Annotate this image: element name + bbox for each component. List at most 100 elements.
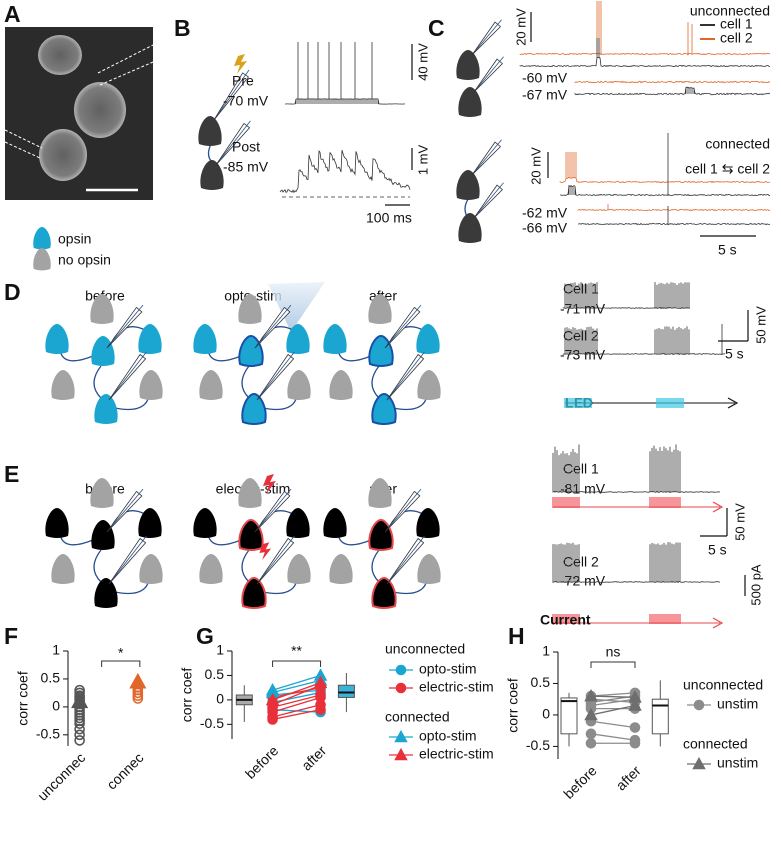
neuron	[238, 334, 264, 367]
neuron	[329, 554, 353, 584]
marker-circle	[629, 722, 641, 733]
scale-label: 20 mV	[528, 147, 543, 185]
electrode-wire	[388, 488, 422, 528]
marker-circle	[629, 737, 641, 749]
marker-circle	[585, 737, 597, 749]
neuron	[94, 394, 118, 424]
electrode-wire	[388, 304, 422, 344]
group-title: unconnected	[690, 3, 770, 19]
x-tick-label: connec	[103, 749, 146, 792]
significance-bracket	[272, 660, 322, 667]
pair-line	[272, 674, 321, 691]
trace-post	[279, 149, 411, 194]
y-tick-label: 0	[216, 691, 224, 707]
neuron	[287, 554, 311, 584]
neuron	[241, 576, 267, 609]
trace-cell2	[574, 80, 771, 84]
cell-body	[74, 82, 126, 138]
pipette-outline	[4, 129, 43, 149]
stim-bolt	[263, 474, 276, 494]
y-axis-label: corr coef	[505, 678, 521, 733]
significance-label: *	[118, 645, 124, 661]
neuron	[51, 554, 75, 584]
neuron	[416, 324, 440, 354]
neuron	[91, 520, 115, 550]
neuron	[90, 478, 114, 508]
electrode-wire	[112, 535, 147, 580]
group-title: cell 1 ⇆ cell 2	[685, 161, 770, 177]
potential-label: -71 mV	[560, 301, 606, 317]
pair-line	[272, 684, 321, 706]
significance-label: ns	[606, 644, 621, 660]
light-cone	[268, 282, 325, 332]
neuron	[91, 336, 115, 366]
neuron	[238, 294, 262, 324]
arrowhead	[712, 501, 724, 513]
marker-circle	[74, 718, 85, 729]
legend-group-title: unconnected	[683, 677, 763, 693]
pair-line	[272, 709, 321, 721]
trace-cell1	[552, 444, 721, 494]
group-title: connected	[705, 136, 770, 152]
pair-line	[590, 698, 636, 704]
marker-triangle	[394, 729, 408, 743]
y-axis-label: corr coef	[15, 671, 31, 726]
marker-triangle	[129, 672, 147, 689]
electrode-wire	[477, 182, 504, 214]
trace-cell1	[519, 38, 771, 68]
potential-label: -60 mV	[522, 70, 568, 86]
neuron	[458, 87, 482, 117]
marker-triangle	[313, 675, 328, 689]
y-tick-label: 0	[52, 698, 60, 714]
marker-triangle	[584, 688, 598, 702]
electrode-wire	[217, 69, 250, 116]
panel-label: C	[428, 15, 445, 41]
legend-label: cell 2	[720, 30, 753, 46]
panel-label: D	[4, 279, 21, 305]
potential-label: -73 mV	[560, 347, 606, 363]
marker-circle	[395, 682, 407, 694]
neuron	[241, 392, 267, 425]
electrode-wire	[258, 304, 292, 344]
y-tick-label: -0.5	[36, 726, 60, 742]
pair-line	[590, 720, 636, 729]
marker-circle	[315, 689, 326, 701]
neuron	[329, 370, 353, 400]
neuron	[199, 370, 223, 400]
legend-label: opsin	[58, 231, 91, 247]
electrode-wire	[477, 56, 504, 88]
y-tick-label: 0.5	[205, 666, 225, 682]
trace-cell1	[574, 86, 770, 96]
neuron	[139, 554, 163, 584]
neuron	[90, 294, 114, 324]
legend-label: unstim	[717, 696, 758, 712]
cell-label: Cell 1	[563, 461, 599, 477]
pair-line	[272, 704, 321, 718]
pair-line	[272, 691, 321, 703]
connection	[371, 365, 380, 399]
marker-circle	[74, 735, 85, 746]
neuron	[193, 324, 217, 354]
cell-body	[39, 129, 87, 181]
trace-cell1	[578, 206, 771, 226]
legend-group-title: connected	[385, 709, 450, 725]
box	[560, 697, 578, 735]
x-tick-label: before	[560, 762, 600, 802]
arrowhead	[712, 617, 724, 629]
legend-group-title: connected	[683, 736, 748, 752]
cell-label: Cell 2	[563, 554, 599, 570]
neuron	[139, 370, 163, 400]
neuron	[238, 478, 262, 508]
marker-circle	[395, 664, 407, 676]
neuron	[417, 554, 441, 584]
neuron	[323, 324, 347, 354]
neuron	[238, 518, 264, 551]
pair-line	[590, 733, 636, 741]
neuron	[199, 554, 223, 584]
electrode-wire	[475, 19, 502, 51]
legend-label: electric-stim	[419, 679, 494, 695]
panel-label: G	[196, 623, 214, 649]
x-tick-label: after	[298, 742, 329, 773]
scale-label: 40 mV	[415, 43, 430, 81]
